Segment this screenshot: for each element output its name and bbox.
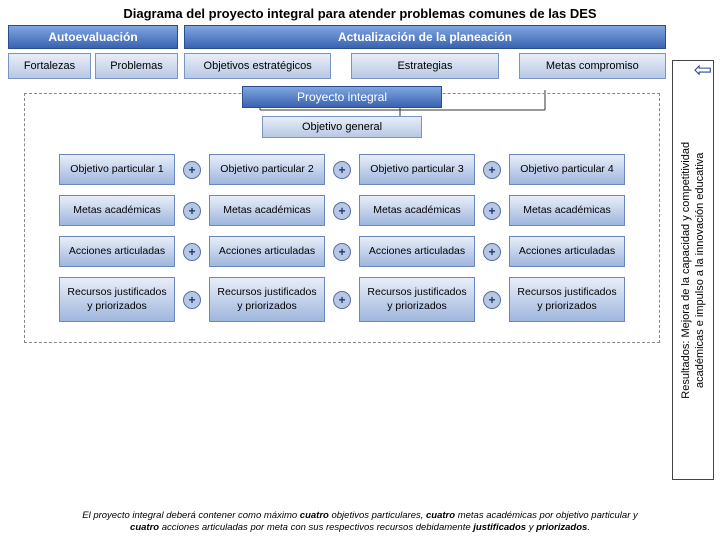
autoeval-header: Autoevaluación [8,25,178,49]
problemas-box: Problemas [95,53,178,79]
dashed-container: Proyecto integral Objetivo general Objet… [24,93,660,343]
plus-icon: + [333,161,351,179]
grid-cell: Metas académicas [359,195,475,226]
results-text: Resultados: Mejora de la capacidad y com… [679,142,708,399]
plus-icon: + [183,202,201,220]
grid-cell: Metas académicas [59,195,175,226]
objetivo-general-box: Objetivo general [262,116,422,138]
plus-icon: + [483,161,501,179]
grid-cell: Objetivo particular 1 [59,154,175,185]
plus-icon: + [483,291,501,309]
fortalezas-box: Fortalezas [8,53,91,79]
grid-cell: Objetivo particular 3 [359,154,475,185]
grid-cell: Metas académicas [209,195,325,226]
plus-icon: + [183,291,201,309]
page-title: Diagrama del proyecto integral para aten… [0,0,720,25]
estrategias-box: Estrategias [351,53,498,79]
top-row: Autoevaluación Fortalezas Problemas Actu… [0,25,720,79]
grid-row: Objetivo particular 1 + Objetivo particula… [35,154,649,185]
grid-cell: Acciones articuladas [59,236,175,267]
grid-row: Metas académicas + Metas académicas + Metas … [35,195,649,226]
grid-cell: Acciones articuladas [209,236,325,267]
grid-cell: Recursos justificados y priorizados [59,277,175,321]
grid-cell: Recursos justificados y priorizados [509,277,625,321]
metas-compromiso-box: Metas compromiso [519,53,666,79]
planeacion-header: Actualización de la planeación [184,25,666,49]
plus-icon: + [183,161,201,179]
plus-icon: + [333,291,351,309]
grid-row: Acciones articuladas + Acciones articulada… [35,236,649,267]
grid-cell: Metas académicas [509,195,625,226]
grid-cell: Acciones articuladas [509,236,625,267]
grid-cell: Objetivo particular 4 [509,154,625,185]
plus-icon: + [333,202,351,220]
plus-icon: + [483,202,501,220]
grid-row: Recursos justificados y priorizados + Recu… [35,277,649,321]
plus-icon: + [183,243,201,261]
footer-note: El proyecto integral deberá contener com… [0,510,720,534]
results-box: Resultados: Mejora de la capacidad y com… [672,60,714,480]
plus-icon: + [483,243,501,261]
plus-icon: + [333,243,351,261]
grid-cell: Recursos justificados y priorizados [359,277,475,321]
objectives-grid: Objetivo particular 1 + Objetivo particula… [35,154,649,322]
grid-cell: Recursos justificados y priorizados [209,277,325,321]
grid-cell: Objetivo particular 2 [209,154,325,185]
autoeval-group: Autoevaluación Fortalezas Problemas [8,25,178,79]
grid-cell: Acciones articuladas [359,236,475,267]
objetivos-estrategicos-box: Objetivos estratégicos [184,53,331,79]
planeacion-group: Actualización de la planeación Objetivos… [184,25,666,79]
proyecto-integral-header: Proyecto integral [242,86,442,108]
